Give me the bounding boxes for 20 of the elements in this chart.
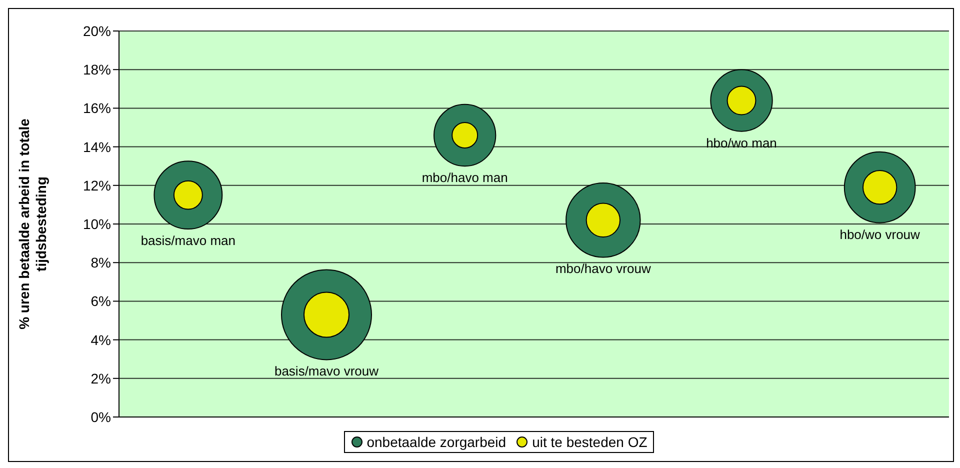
- x-tick-label: hbo/wo man: [706, 135, 777, 150]
- legend-label: onbetaalde zorgarbeid: [366, 434, 506, 450]
- y-tick-label: 12%: [82, 177, 111, 194]
- y-tick-label: 10%: [82, 216, 111, 232]
- y-tick-label: 18%: [82, 62, 111, 78]
- y-tick-label: 8%: [90, 254, 111, 271]
- legend-label: uit te besteden OZ: [531, 434, 648, 450]
- x-tick-label: mbo/havo vrouw: [555, 261, 652, 276]
- y-axis-title: % uren betaalde arbeid in totale tijdsbesteding: [16, 118, 49, 330]
- y-tick-label: 2%: [90, 370, 111, 386]
- y-tick-label: 4%: [90, 332, 111, 348]
- x-tick-label: basis/mavo vrouw: [274, 364, 380, 379]
- x-tick-label: hbo/wo vrouw: [840, 226, 921, 242]
- y-tick-label: 20%: [82, 22, 111, 39]
- x-tick-label: basis/mavo man: [140, 233, 236, 248]
- y-tick-label: 0%: [90, 408, 111, 425]
- y-tick-label: 16%: [82, 100, 111, 116]
- x-tick-label: mbo/havo man: [422, 170, 508, 186]
- y-tick-label: 14%: [82, 138, 111, 155]
- y-tick-label: 6%: [90, 293, 111, 310]
